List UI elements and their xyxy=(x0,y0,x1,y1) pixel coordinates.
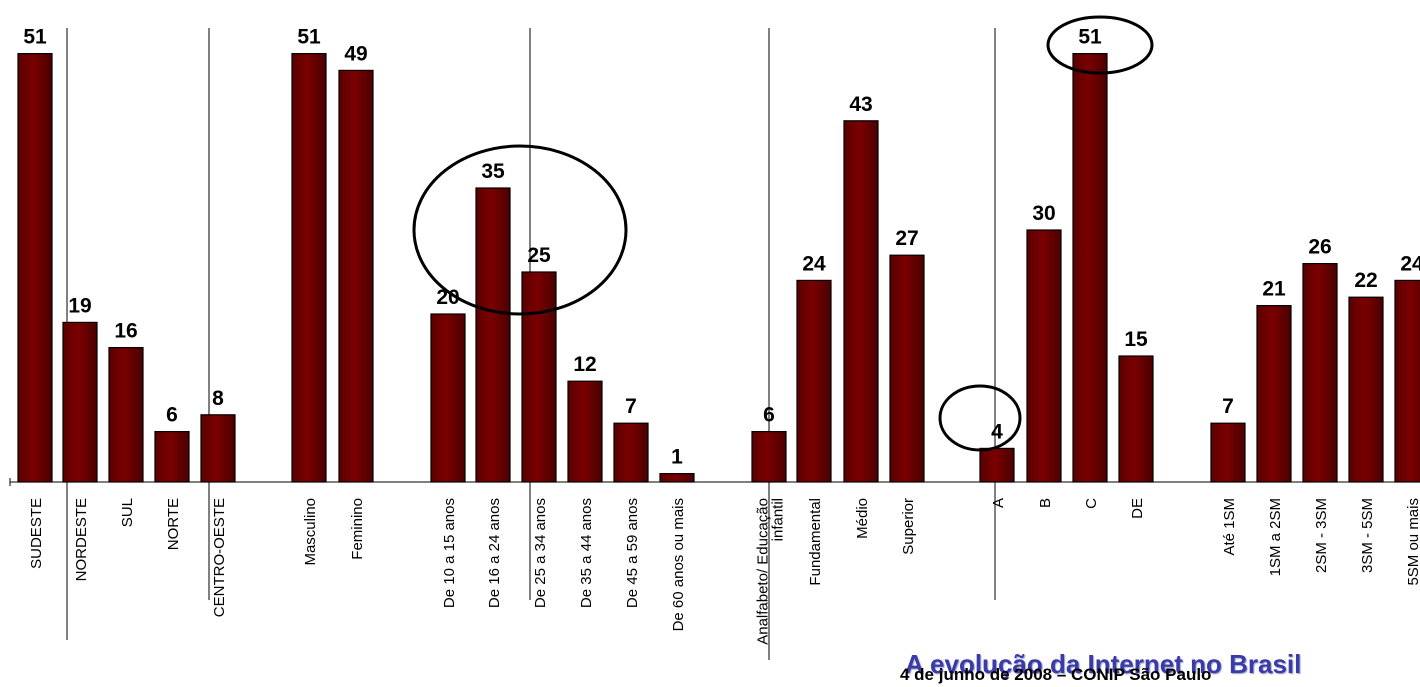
category-label-13: De 60 anos ou mais xyxy=(670,498,687,631)
bar-10 xyxy=(521,271,557,483)
bar-19 xyxy=(1026,229,1062,483)
category-label-25: 3SM - 5SM xyxy=(1359,498,1376,573)
value-label-21: 15 xyxy=(1124,328,1148,351)
highlight-circles xyxy=(412,15,1154,452)
bar-4 xyxy=(154,431,190,483)
category-label-22: Até 1SM xyxy=(1221,498,1238,556)
category-label-11: De 35 a 44 anos xyxy=(578,498,595,608)
value-label-7: 49 xyxy=(344,42,367,65)
category-label-7: Feminino xyxy=(349,498,366,560)
bar-11 xyxy=(567,380,603,483)
highlight-circle-3 xyxy=(938,384,1022,452)
category-label-4: NORTE xyxy=(165,498,182,550)
value-label-2: 19 xyxy=(68,294,91,317)
category-label-19: B xyxy=(1037,498,1054,508)
category-label-6: Masculino xyxy=(302,498,319,566)
category-label-26: 5SM ou mais xyxy=(1405,498,1420,586)
value-label-22: 7 xyxy=(1222,395,1234,418)
bar-18 xyxy=(979,447,1015,483)
category-label-10: De 25 a 34 anos xyxy=(532,498,549,608)
category-label-24: 2SM - 3SM xyxy=(1313,498,1330,573)
bar-26 xyxy=(1394,279,1420,483)
value-label-12: 7 xyxy=(625,395,637,418)
value-label-14: 6 xyxy=(763,404,775,427)
bar-24 xyxy=(1302,263,1338,483)
value-label-9: 35 xyxy=(481,160,505,183)
value-label-17: 27 xyxy=(895,227,918,250)
bar-8 xyxy=(430,313,466,483)
bar-13 xyxy=(659,473,695,483)
category-label-14-line2: infantil xyxy=(770,498,787,541)
bar-20 xyxy=(1072,52,1108,483)
category-label-2: NORDESTE xyxy=(73,498,90,581)
category-label-8: De 10 a 15 anos xyxy=(441,498,458,608)
highlight-circle-1 xyxy=(412,144,628,316)
bar-5 xyxy=(200,414,236,483)
value-label-5: 8 xyxy=(212,387,224,410)
value-label-15: 24 xyxy=(802,252,826,275)
value-label-23: 21 xyxy=(1262,278,1286,301)
category-label-3: SUL xyxy=(119,498,136,527)
category-labels-layer: SUDESTE NORDESTE SUL NORTE CENTRO-OESTE Mascu… xyxy=(28,498,1420,645)
value-labels-layer: 5119166851492035251271624432743051157212… xyxy=(23,26,1420,469)
bar-7 xyxy=(338,69,374,483)
value-label-24: 26 xyxy=(1308,236,1331,259)
highlight-circle-2 xyxy=(1046,15,1154,75)
value-label-18: 4 xyxy=(991,420,1003,443)
value-label-20: 51 xyxy=(1078,26,1102,49)
footer-title: A evolução da Internet no Brasil xyxy=(905,649,1302,679)
value-label-6: 51 xyxy=(297,26,321,49)
bar-17 xyxy=(889,254,925,483)
category-label-14-line1: Analfabeto/ Educação xyxy=(755,498,772,645)
value-label-25: 22 xyxy=(1354,269,1377,292)
bar-23 xyxy=(1256,305,1292,483)
category-label-23: 1SM a 2SM xyxy=(1267,498,1284,576)
bar-6 xyxy=(291,52,327,483)
bar-15 xyxy=(796,279,832,483)
category-label-1: SUDESTE xyxy=(28,498,45,569)
value-label-16: 43 xyxy=(849,93,872,116)
value-label-1: 51 xyxy=(23,26,47,49)
bar-12 xyxy=(613,422,649,483)
bar-14 xyxy=(751,431,787,483)
category-label-17: Superior xyxy=(900,498,917,555)
value-label-13: 1 xyxy=(671,446,683,469)
bar-22 xyxy=(1210,422,1246,483)
category-label-15: Fundamental xyxy=(807,498,824,586)
value-label-26: 24 xyxy=(1400,252,1420,275)
value-label-8: 20 xyxy=(436,286,459,309)
category-label-20: C xyxy=(1083,498,1100,509)
bar-9 xyxy=(475,187,511,483)
value-label-11: 12 xyxy=(573,353,596,376)
category-label-5: CENTRO-OESTE xyxy=(211,498,228,617)
category-label-21: DE xyxy=(1129,498,1146,519)
value-label-10: 25 xyxy=(527,244,551,267)
value-label-4: 6 xyxy=(166,404,178,427)
bar-3 xyxy=(108,347,144,483)
bar-2 xyxy=(62,321,98,483)
category-label-16: Médio xyxy=(854,498,871,539)
bar-25 xyxy=(1348,296,1384,483)
category-label-18: A xyxy=(990,498,1007,508)
bar-16 xyxy=(843,120,879,483)
value-label-19: 30 xyxy=(1032,202,1055,225)
category-label-12: De 45 a 59 anos xyxy=(624,498,641,608)
value-label-3: 16 xyxy=(114,320,137,343)
bars-layer xyxy=(17,52,1420,483)
bar-21 xyxy=(1118,355,1154,483)
category-label-9: De 16 a 24 anos xyxy=(486,498,503,608)
bar-1 xyxy=(17,52,53,483)
footer-subtitle: 4 de junho de 2008 – CONIP São Paulo xyxy=(900,665,1212,684)
